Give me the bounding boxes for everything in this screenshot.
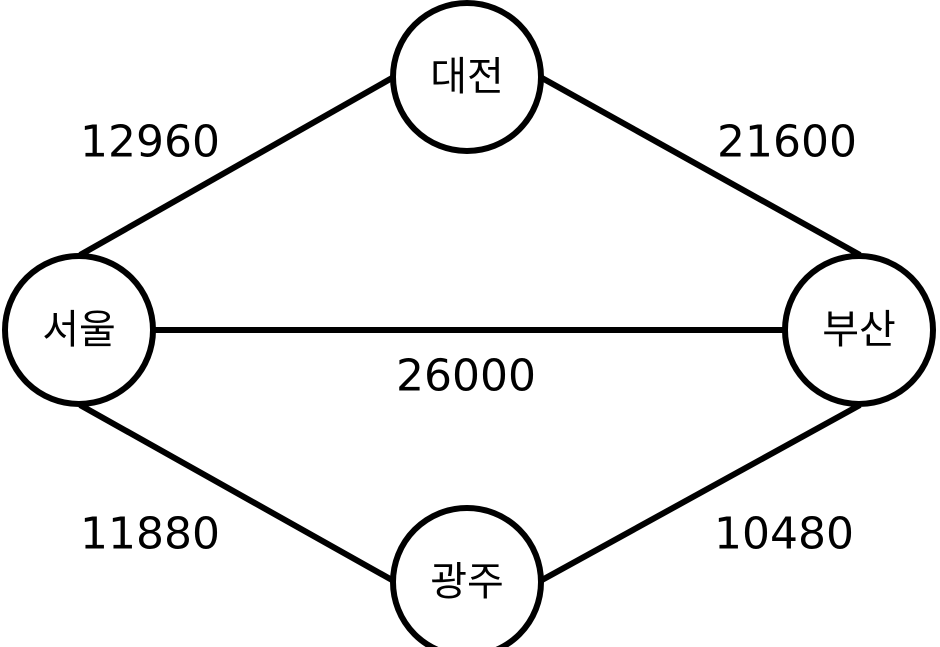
weight-seoul-busan: 26000: [396, 351, 536, 402]
weight-seoul-daejeon: 12960: [80, 117, 220, 168]
node-gwangju: 광주: [390, 505, 544, 647]
edge-seoul-gwangju: [78, 402, 394, 583]
node-seoul-label: 서울: [42, 307, 116, 353]
node-busan-label: 부산: [822, 307, 896, 353]
node-daejeon-label: 대전: [430, 54, 504, 100]
edge-gwangju-busan: [540, 402, 862, 583]
node-busan: 부산: [782, 253, 936, 407]
edge-daejeon-busan: [540, 75, 862, 258]
edge-seoul-daejeon: [78, 75, 394, 258]
node-busan-circle: [782, 253, 936, 407]
weight-seoul-gwangju: 11880: [80, 509, 220, 560]
weight-daejeon-busan: 21600: [717, 117, 857, 168]
weight-gwangju-busan: 10480: [714, 509, 854, 560]
node-gwangju-label: 광주: [430, 559, 504, 605]
node-gwangju-circle: [390, 505, 544, 647]
node-daejeon-circle: [390, 0, 544, 154]
node-daejeon: 대전: [390, 0, 544, 154]
node-seoul: 서울: [2, 253, 156, 407]
node-seoul-circle: [2, 253, 156, 407]
